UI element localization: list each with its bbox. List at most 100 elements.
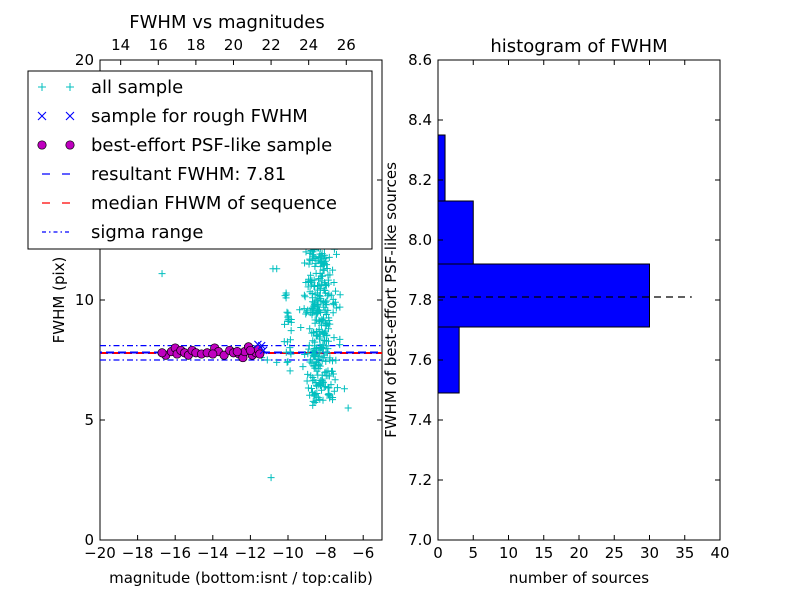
all-sample-point (322, 282, 330, 290)
all-sample-point (301, 350, 309, 358)
y-tick-label: 20 (75, 51, 94, 69)
all-sample-point (306, 391, 314, 399)
all-sample-point (315, 381, 323, 389)
all-sample-point (332, 304, 340, 312)
histogram-bar (437, 134, 446, 202)
all-sample-point (304, 283, 312, 291)
legend-circle-marker (37, 140, 47, 150)
legend-label: sigma range (91, 222, 203, 243)
all-sample-point (320, 259, 328, 267)
all-sample-point (322, 254, 330, 262)
all-sample-point (314, 295, 322, 303)
legend-x-marker (65, 111, 75, 121)
all-sample-point (311, 364, 319, 372)
all-sample-point (306, 288, 314, 296)
y-tick-label: 10 (75, 291, 94, 309)
y-tick-label: 7.6 (408, 351, 432, 369)
legend-box (27, 70, 373, 250)
all-sample-point (309, 337, 317, 345)
x-tick-label: −10 (272, 544, 304, 562)
all-sample-point (316, 286, 324, 294)
all-sample-point (158, 270, 166, 278)
all-sample-point (329, 266, 337, 274)
all-sample-point (308, 305, 316, 313)
all-sample-point (311, 262, 319, 270)
x-tick-label: 40 (710, 544, 729, 562)
y-tick-label: 7.0 (408, 531, 432, 549)
x-tick-label: −12 (235, 544, 267, 562)
all-sample-point (305, 260, 313, 268)
legend-plus-marker (66, 83, 74, 91)
all-sample-point (269, 265, 277, 273)
all-sample-point (312, 269, 320, 277)
y-tick-label: 0 (84, 531, 94, 549)
all-sample-point (336, 291, 344, 299)
all-sample-point (314, 394, 322, 402)
legend-label: sample for rough FWHM (91, 106, 308, 127)
x-tick-label: 20 (569, 544, 588, 562)
all-sample-point (300, 291, 308, 299)
all-sample-point (287, 327, 295, 335)
all-sample-point (314, 308, 322, 316)
all-sample-point (310, 376, 318, 384)
all-sample-point (313, 303, 321, 311)
all-sample-point (322, 300, 330, 308)
all-sample-point (318, 328, 326, 336)
all-sample-point (321, 336, 329, 344)
all-sample-point (321, 306, 329, 314)
top-tick-label: 22 (262, 36, 281, 54)
histogram-bar (437, 263, 650, 328)
y-tick-label: 7.2 (408, 471, 432, 489)
rough-sample-point (257, 341, 266, 350)
all-sample-point (331, 376, 339, 384)
right-y-axis-label: FWHM of best-effort PSF-like sources (382, 162, 400, 438)
all-sample-point (318, 344, 326, 352)
all-sample-point (316, 352, 324, 360)
all-sample-point (332, 287, 340, 295)
top-tick-label: 14 (111, 36, 130, 54)
y-tick-label: 7.8 (408, 291, 432, 309)
rough-sample-point (259, 346, 268, 355)
y-tick-label: 8.4 (408, 111, 432, 129)
x-tick-label: −16 (159, 544, 191, 562)
all-sample-point (325, 290, 333, 298)
all-sample-point (310, 276, 318, 284)
all-sample-point (308, 329, 316, 337)
all-sample-point (301, 259, 309, 267)
all-sample-point (329, 396, 337, 404)
all-sample-point (316, 335, 324, 343)
all-sample-point (330, 334, 338, 342)
all-sample-point (324, 325, 332, 333)
y-tick-label: 8.6 (408, 51, 432, 69)
all-sample-point (319, 266, 327, 274)
all-sample-point (312, 332, 320, 340)
legend-x-marker (37, 111, 47, 121)
x-tick-label: 0 (433, 544, 443, 562)
all-sample-point (340, 385, 348, 393)
all-sample-point (312, 255, 320, 263)
all-sample-point (267, 474, 275, 482)
all-sample-point (316, 395, 324, 403)
all-sample-point (321, 287, 329, 295)
all-sample-point (307, 384, 315, 392)
all-sample-point (324, 271, 332, 279)
all-sample-point (309, 397, 317, 405)
all-sample-point (326, 394, 334, 402)
all-sample-point (332, 356, 340, 364)
left-y-axis-label: FWHM (pix) (50, 257, 68, 344)
all-sample-point (284, 316, 292, 324)
x-tick-label: −8 (315, 544, 337, 562)
all-sample-point (323, 349, 331, 357)
all-sample-point (336, 341, 344, 349)
all-sample-point (324, 372, 332, 380)
top-tick-label: 24 (299, 36, 318, 54)
rough-sample-points (254, 340, 268, 355)
all-sample-point (306, 325, 314, 333)
all-sample-point (312, 358, 320, 366)
all-sample-point (322, 310, 330, 318)
all-sample-point (311, 282, 319, 290)
all-sample-point (296, 306, 304, 314)
all-sample-point (319, 317, 327, 325)
all-sample-point (323, 320, 331, 328)
